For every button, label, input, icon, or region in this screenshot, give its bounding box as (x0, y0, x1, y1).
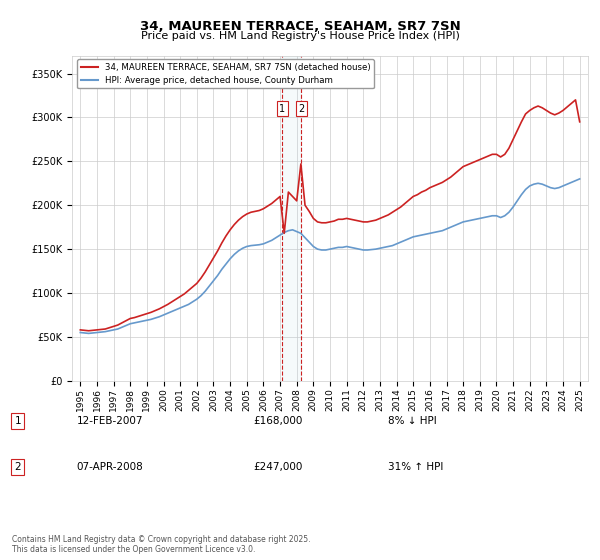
Text: 12-FEB-2007: 12-FEB-2007 (77, 416, 143, 426)
Text: 31% ↑ HPI: 31% ↑ HPI (388, 461, 443, 472)
Text: 1: 1 (14, 416, 21, 426)
Text: Contains HM Land Registry data © Crown copyright and database right 2025.
This d: Contains HM Land Registry data © Crown c… (12, 535, 310, 554)
Text: 1: 1 (279, 104, 285, 114)
Text: 2: 2 (14, 461, 21, 472)
Text: £247,000: £247,000 (253, 461, 302, 472)
Bar (282, 56, 301, 381)
Legend: 34, MAUREEN TERRACE, SEAHAM, SR7 7SN (detached house), HPI: Average price, detac: 34, MAUREEN TERRACE, SEAHAM, SR7 7SN (de… (77, 59, 374, 88)
Text: 8% ↓ HPI: 8% ↓ HPI (388, 416, 437, 426)
Text: £168,000: £168,000 (253, 416, 302, 426)
Text: Price paid vs. HM Land Registry's House Price Index (HPI): Price paid vs. HM Land Registry's House … (140, 31, 460, 41)
Text: 2: 2 (298, 104, 304, 114)
Text: 07-APR-2008: 07-APR-2008 (77, 461, 143, 472)
Text: 34, MAUREEN TERRACE, SEAHAM, SR7 7SN: 34, MAUREEN TERRACE, SEAHAM, SR7 7SN (140, 20, 460, 32)
